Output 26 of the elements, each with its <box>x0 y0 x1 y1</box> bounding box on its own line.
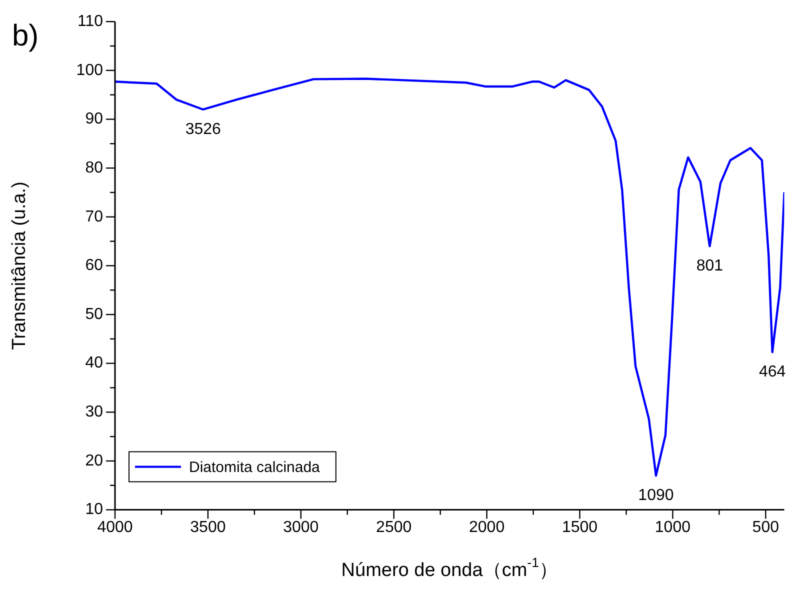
y-tick-label: 80 <box>85 159 104 176</box>
x-tick-label: 2000 <box>469 518 505 536</box>
y-tick-label: 60 <box>85 257 104 274</box>
annotation: 801 <box>696 258 724 275</box>
x-tick-label: 1000 <box>654 518 691 536</box>
x-tick-label: 2500 <box>376 518 412 536</box>
legend-label: Diatomita calcinada <box>189 458 321 476</box>
y-axis-title: Transmitância (u.a.) <box>9 182 30 350</box>
y-tick-label: 100 <box>76 62 104 79</box>
y-tick-label: 20 <box>85 452 104 470</box>
x-tick-label: 1500 <box>562 518 598 536</box>
annotation: 464 <box>758 364 786 381</box>
y-tick-label: 90 <box>85 110 104 128</box>
y-tick-label: 30 <box>85 404 104 421</box>
x-tick-label: 3500 <box>190 518 226 536</box>
y-tick-label: 50 <box>85 306 104 323</box>
x-tick-label: 500 <box>752 518 780 536</box>
y-tick-label: 10 <box>85 501 104 518</box>
x-tick-label: 3000 <box>283 518 319 536</box>
y-tick-label: 40 <box>85 354 104 372</box>
y-tick-label: 110 <box>77 13 104 30</box>
annotation: 3526 <box>185 120 222 138</box>
x-tick-label: 4000 <box>97 518 133 536</box>
annotation: 1090 <box>638 487 674 504</box>
y-tick-label: 70 <box>85 208 104 226</box>
text: b) <box>12 19 39 52</box>
